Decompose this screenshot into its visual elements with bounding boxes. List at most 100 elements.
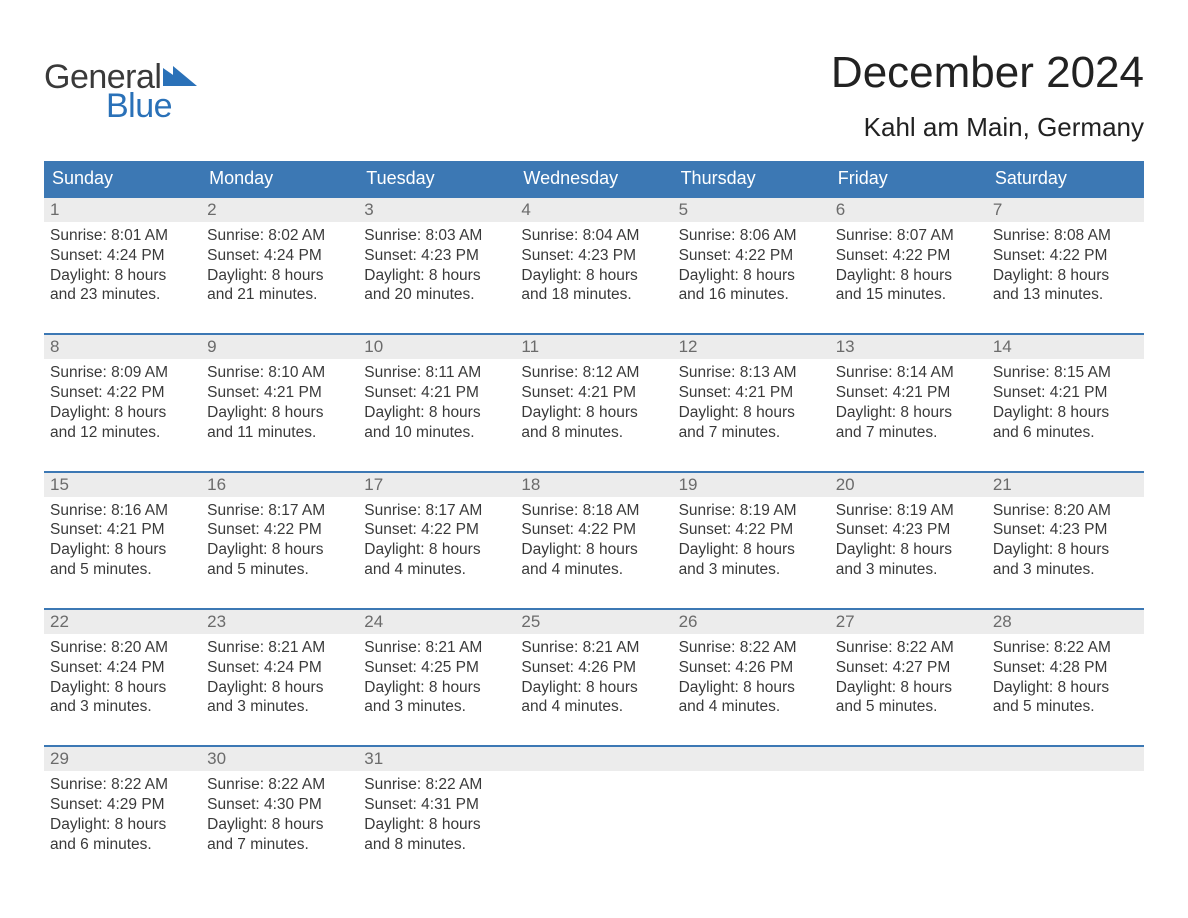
day-number: 8 — [44, 335, 201, 359]
sunrise-text: Sunrise: 8:22 AM — [364, 775, 509, 795]
day-number: 30 — [201, 747, 358, 771]
calendar-week: 293031 Sunrise: 8:22 AMSunset: 4:29 PMDa… — [44, 745, 1144, 882]
weekday-header: Friday — [830, 161, 987, 196]
day-number: 9 — [201, 335, 358, 359]
day-detail-row: Sunrise: 8:16 AMSunset: 4:21 PMDaylight:… — [44, 497, 1144, 608]
sunset-text: Sunset: 4:22 PM — [836, 246, 981, 266]
sunset-text: Sunset: 4:29 PM — [50, 795, 195, 815]
sunset-text: Sunset: 4:24 PM — [207, 658, 352, 678]
day-cell: Sunrise: 8:22 AMSunset: 4:27 PMDaylight:… — [830, 634, 987, 745]
sunrise-text: Sunrise: 8:04 AM — [521, 226, 666, 246]
day-cell: Sunrise: 8:13 AMSunset: 4:21 PMDaylight:… — [673, 359, 830, 470]
location-subtitle: Kahl am Main, Germany — [831, 112, 1144, 143]
day-cell: Sunrise: 8:20 AMSunset: 4:23 PMDaylight:… — [987, 497, 1144, 608]
day-number: 2 — [201, 198, 358, 222]
day-number: 6 — [830, 198, 987, 222]
day-number: 25 — [515, 610, 672, 634]
sunrise-text: Sunrise: 8:15 AM — [993, 363, 1138, 383]
sunrise-text: Sunrise: 8:02 AM — [207, 226, 352, 246]
daylight-text: Daylight: 8 hours and 16 minutes. — [679, 266, 824, 306]
title-block: December 2024 Kahl am Main, Germany — [831, 30, 1144, 143]
daylight-text: Daylight: 8 hours and 3 minutes. — [50, 678, 195, 718]
calendar-week: 22232425262728Sunrise: 8:20 AMSunset: 4:… — [44, 608, 1144, 745]
day-number: 29 — [44, 747, 201, 771]
day-cell: Sunrise: 8:17 AMSunset: 4:22 PMDaylight:… — [358, 497, 515, 608]
sunrise-text: Sunrise: 8:22 AM — [207, 775, 352, 795]
day-number — [830, 747, 987, 771]
day-number: 12 — [673, 335, 830, 359]
day-cell: Sunrise: 8:16 AMSunset: 4:21 PMDaylight:… — [44, 497, 201, 608]
sunset-text: Sunset: 4:25 PM — [364, 658, 509, 678]
day-number — [673, 747, 830, 771]
sunrise-text: Sunrise: 8:18 AM — [521, 501, 666, 521]
sunrise-text: Sunrise: 8:11 AM — [364, 363, 509, 383]
day-cell: Sunrise: 8:06 AMSunset: 4:22 PMDaylight:… — [673, 222, 830, 333]
day-cell — [830, 771, 987, 882]
day-number: 14 — [987, 335, 1144, 359]
day-number: 31 — [358, 747, 515, 771]
sunrise-text: Sunrise: 8:21 AM — [521, 638, 666, 658]
sunset-text: Sunset: 4:22 PM — [521, 520, 666, 540]
daylight-text: Daylight: 8 hours and 4 minutes. — [364, 540, 509, 580]
day-number: 17 — [358, 473, 515, 497]
day-cell: Sunrise: 8:09 AMSunset: 4:22 PMDaylight:… — [44, 359, 201, 470]
daylight-text: Daylight: 8 hours and 18 minutes. — [521, 266, 666, 306]
day-number: 21 — [987, 473, 1144, 497]
daylight-text: Daylight: 8 hours and 3 minutes. — [364, 678, 509, 718]
day-number: 3 — [358, 198, 515, 222]
day-number: 22 — [44, 610, 201, 634]
weekday-header: Saturday — [987, 161, 1144, 196]
day-number-row: 15161718192021 — [44, 473, 1144, 497]
sunset-text: Sunset: 4:23 PM — [836, 520, 981, 540]
day-number: 18 — [515, 473, 672, 497]
day-cell: Sunrise: 8:21 AMSunset: 4:24 PMDaylight:… — [201, 634, 358, 745]
sunrise-text: Sunrise: 8:17 AM — [207, 501, 352, 521]
sunset-text: Sunset: 4:22 PM — [364, 520, 509, 540]
day-cell: Sunrise: 8:22 AMSunset: 4:29 PMDaylight:… — [44, 771, 201, 882]
daylight-text: Daylight: 8 hours and 5 minutes. — [207, 540, 352, 580]
daylight-text: Daylight: 8 hours and 5 minutes. — [993, 678, 1138, 718]
sunrise-text: Sunrise: 8:12 AM — [521, 363, 666, 383]
sunrise-text: Sunrise: 8:19 AM — [836, 501, 981, 521]
day-number: 19 — [673, 473, 830, 497]
day-detail-row: Sunrise: 8:01 AMSunset: 4:24 PMDaylight:… — [44, 222, 1144, 333]
day-cell: Sunrise: 8:04 AMSunset: 4:23 PMDaylight:… — [515, 222, 672, 333]
day-cell: Sunrise: 8:02 AMSunset: 4:24 PMDaylight:… — [201, 222, 358, 333]
calendar-week: 891011121314Sunrise: 8:09 AMSunset: 4:22… — [44, 333, 1144, 470]
day-cell — [515, 771, 672, 882]
weekday-header: Wednesday — [515, 161, 672, 196]
daylight-text: Daylight: 8 hours and 5 minutes. — [836, 678, 981, 718]
sunset-text: Sunset: 4:21 PM — [364, 383, 509, 403]
daylight-text: Daylight: 8 hours and 11 minutes. — [207, 403, 352, 443]
sunrise-text: Sunrise: 8:16 AM — [50, 501, 195, 521]
sunset-text: Sunset: 4:23 PM — [521, 246, 666, 266]
day-cell: Sunrise: 8:11 AMSunset: 4:21 PMDaylight:… — [358, 359, 515, 470]
daylight-text: Daylight: 8 hours and 8 minutes. — [364, 815, 509, 855]
day-number: 28 — [987, 610, 1144, 634]
daylight-text: Daylight: 8 hours and 23 minutes. — [50, 266, 195, 306]
day-cell: Sunrise: 8:03 AMSunset: 4:23 PMDaylight:… — [358, 222, 515, 333]
daylight-text: Daylight: 8 hours and 4 minutes. — [679, 678, 824, 718]
logo: General Blue — [44, 58, 197, 126]
sunrise-text: Sunrise: 8:22 AM — [50, 775, 195, 795]
day-detail-row: Sunrise: 8:22 AMSunset: 4:29 PMDaylight:… — [44, 771, 1144, 882]
day-cell: Sunrise: 8:19 AMSunset: 4:22 PMDaylight:… — [673, 497, 830, 608]
month-title: December 2024 — [831, 48, 1144, 98]
day-cell: Sunrise: 8:17 AMSunset: 4:22 PMDaylight:… — [201, 497, 358, 608]
sunrise-text: Sunrise: 8:17 AM — [364, 501, 509, 521]
sunset-text: Sunset: 4:23 PM — [364, 246, 509, 266]
calendar-weeks: 1234567Sunrise: 8:01 AMSunset: 4:24 PMDa… — [44, 196, 1144, 883]
day-cell: Sunrise: 8:22 AMSunset: 4:30 PMDaylight:… — [201, 771, 358, 882]
day-cell: Sunrise: 8:20 AMSunset: 4:24 PMDaylight:… — [44, 634, 201, 745]
sunset-text: Sunset: 4:24 PM — [50, 658, 195, 678]
day-number: 20 — [830, 473, 987, 497]
sunset-text: Sunset: 4:26 PM — [679, 658, 824, 678]
day-cell: Sunrise: 8:21 AMSunset: 4:25 PMDaylight:… — [358, 634, 515, 745]
calendar-week: 1234567Sunrise: 8:01 AMSunset: 4:24 PMDa… — [44, 196, 1144, 333]
day-cell: Sunrise: 8:22 AMSunset: 4:28 PMDaylight:… — [987, 634, 1144, 745]
day-number-row: 22232425262728 — [44, 610, 1144, 634]
day-number: 11 — [515, 335, 672, 359]
daylight-text: Daylight: 8 hours and 3 minutes. — [679, 540, 824, 580]
sunrise-text: Sunrise: 8:09 AM — [50, 363, 195, 383]
sunrise-text: Sunrise: 8:22 AM — [836, 638, 981, 658]
